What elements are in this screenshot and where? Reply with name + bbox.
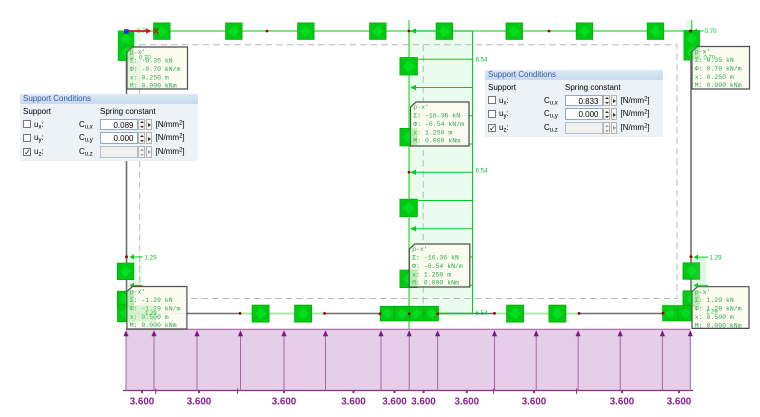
svg-text:p-x': p-x': [695, 289, 711, 296]
svg-text:3.600: 3.600: [522, 397, 547, 408]
svg-text:p-x': p-x': [412, 246, 428, 253]
svg-text:3.600: 3.600: [130, 397, 155, 408]
svg-text:1.29: 1.29: [710, 255, 723, 262]
svg-text:p-x': p-x': [413, 104, 429, 111]
svg-text:Φ: 1.29 kN/m: Φ: 1.29 kN/m: [695, 306, 742, 313]
svg-text:3.600: 3.600: [455, 397, 480, 408]
svg-text:Φ: -6.54 kN/m: Φ: -6.54 kN/m: [412, 263, 463, 270]
svg-text:M: 0.000 kNm: M: 0.000 kNm: [695, 82, 742, 89]
svg-text:x: 1.250 m: x: 1.250 m: [413, 129, 452, 136]
svg-text:Σ: -0.35 kN: Σ: -0.35 kN: [130, 58, 173, 65]
svg-text:p-x': p-x': [130, 289, 146, 296]
svg-text:1.29: 1.29: [706, 310, 718, 316]
svg-text:Σ: -16.36 kN: Σ: -16.36 kN: [412, 255, 459, 262]
svg-text:0.70: 0.70: [139, 56, 151, 62]
svg-text:6.54: 6.54: [476, 310, 489, 317]
svg-text:x: 0.500 m: x: 0.500 m: [130, 314, 169, 321]
svg-text:Σ: 1.29 kN: Σ: 1.29 kN: [695, 297, 734, 304]
svg-text:Φ: 0.70 kN/m: Φ: 0.70 kN/m: [695, 65, 742, 72]
svg-text:1.29: 1.29: [145, 255, 158, 262]
svg-text:Φ: -6.54 kN/m: Φ: -6.54 kN/m: [413, 121, 464, 128]
svg-text:M: 0.000 kNm: M: 0.000 kNm: [130, 322, 177, 329]
svg-text:6.54: 6.54: [476, 57, 489, 64]
svg-text:6.54: 6.54: [476, 168, 489, 175]
svg-text:3.600: 3.600: [411, 397, 436, 408]
svg-text:x: 0.500 m: x: 0.500 m: [695, 314, 734, 321]
svg-text:x: 1.250 m: x: 1.250 m: [412, 271, 451, 278]
svg-text:Φ: -1.29 kN/m: Φ: -1.29 kN/m: [130, 305, 181, 312]
svg-text:Σ: 0.35 kN: Σ: 0.35 kN: [695, 57, 734, 64]
svg-text:3.600: 3.600: [272, 397, 297, 408]
svg-text:3.600: 3.600: [187, 397, 212, 408]
svg-text:3.600: 3.600: [610, 397, 635, 408]
svg-text:3.600: 3.600: [667, 397, 692, 408]
svg-text:Σ: -1.29 kN: Σ: -1.29 kN: [130, 297, 173, 304]
svg-text:M: 0.000 kNm: M: 0.000 kNm: [695, 322, 742, 329]
svg-text:0.70: 0.70: [705, 28, 718, 35]
svg-text:3.600: 3.600: [341, 397, 366, 408]
svg-text:3.600: 3.600: [382, 397, 407, 408]
svg-text:M: 0.000 kNm: M: 0.000 kNm: [130, 83, 177, 90]
svg-text:p-x': p-x': [130, 49, 146, 56]
svg-text:M: 0.000 kNm: M: 0.000 kNm: [412, 280, 459, 287]
svg-text:Φ: -0.70 kN/m: Φ: -0.70 kN/m: [130, 66, 181, 73]
svg-text:M: 0.000 kNm: M: 0.000 kNm: [413, 138, 460, 145]
svg-text:1.29: 1.29: [145, 311, 157, 317]
svg-text:Σ: -16.36 kN: Σ: -16.36 kN: [413, 113, 460, 120]
svg-text:x: 0.250 m: x: 0.250 m: [695, 74, 734, 81]
svg-text:0.70: 0.70: [704, 56, 716, 62]
svg-text:x: 0.250 m: x: 0.250 m: [130, 74, 169, 81]
svg-text:p-x': p-x': [695, 49, 711, 56]
